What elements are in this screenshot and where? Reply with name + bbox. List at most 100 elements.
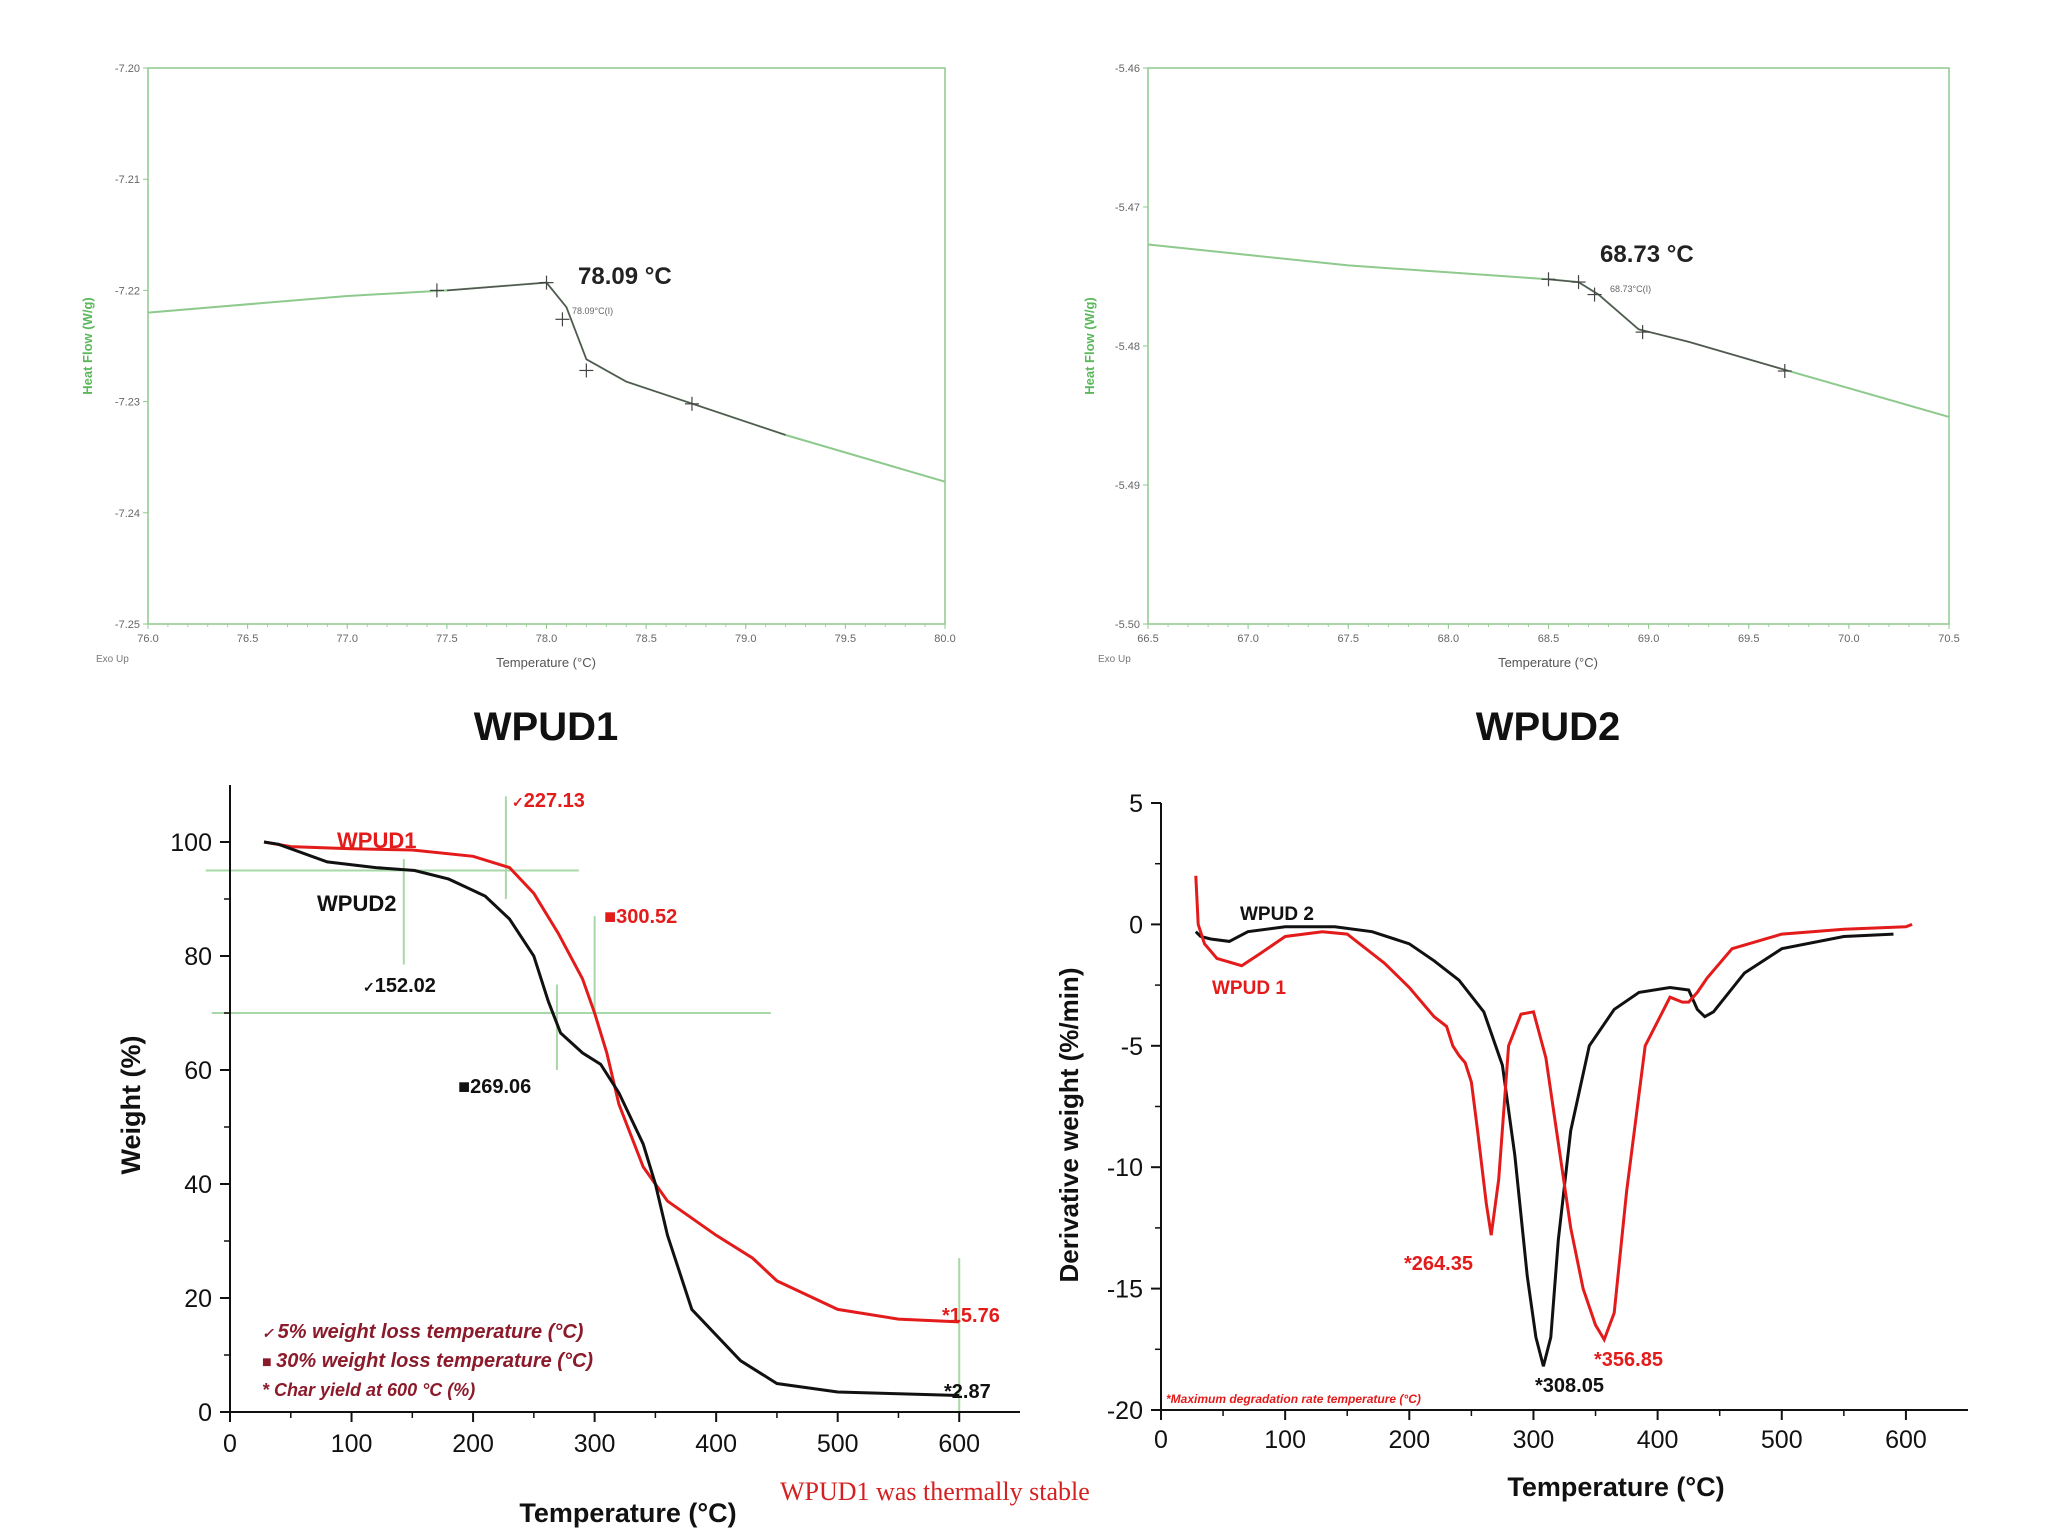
dtg-ytick-label: -10 [1107,1154,1143,1182]
square-icon: ■ [458,1076,470,1098]
tga-legend-wpud2: WPUD2 [317,891,396,916]
tga-wpud2-5pct-value: 152.02 [375,975,436,997]
tga-ytick-label: 20 [184,1285,212,1313]
tga-ylabel: Weight (%) [116,1036,146,1175]
dtg-key: *Maximum degradation rate temperature (°… [1166,1392,1421,1406]
dsc2-xtick-label: 70.0 [1838,633,1859,645]
dtg-xtick-label: 200 [1388,1426,1430,1454]
dsc-wpud2-chart: 66.5 67.0 67.5 68.0 68.5 69.0 69.5 70.0 70.5 -5.4… [1082,63,1960,670]
dtg-chart: 0 100 200 300 400 500 600 5 0 -5 -10 -15 -20 Derivat… [1054,790,1968,1502]
dsc2-ylabel: Heat Flow (W/g) [1082,297,1097,395]
dtg-peak-356: *356.85 [1594,1349,1663,1371]
dsc2-xtick-label: 66.5 [1137,633,1158,645]
square-icon: ■ [604,906,616,928]
check-icon: ✓ [512,794,524,810]
dsc1-xtick-label: 76.0 [137,633,158,645]
dsc1-heatflow-line [147,281,946,483]
tga-xlabel: Temperature (°C) [519,1498,736,1528]
tga-xtick-label: 0 [223,1430,237,1458]
dsc1-ytick-label: -7.23 [115,397,140,409]
dsc1-xtick-label: 77.0 [337,633,358,645]
tga-xtick-label: 100 [331,1430,373,1458]
dsc1-exo-label: Exo Up [96,654,129,665]
tga-chart: 0 100 200 300 400 500 600 0 20 40 60 80 100 Weight (… [116,785,1020,1528]
tga-key-5pct: ✓ 5% weight loss temperature (°C) [262,1321,584,1343]
tga-wpud1-char-label: *15.76 [942,1305,1000,1327]
dtg-peak-308: *308.05 [1535,1375,1604,1397]
dsc1-ytick-label: -7.21 [115,174,140,186]
tga-wpud1-5pct-label: ✓227.13 [512,790,585,812]
tga-xtick-label: 200 [452,1430,494,1458]
dtg-xtick-label: 600 [1885,1426,1927,1454]
dtg-peak-264: *264.35 [1404,1253,1473,1275]
dsc1-xtick-label: 77.5 [436,633,457,645]
dtg-series-wpud2 [1194,925,1894,1367]
dsc2-transition-line [1548,278,1790,372]
dtg-xtick-label: 300 [1513,1426,1555,1454]
dtg-ytick-label: -15 [1107,1276,1143,1304]
dsc2-xtick-label: 68.0 [1438,633,1459,645]
dsc2-exo-label: Exo Up [1098,654,1131,665]
tga-wpud2-30pct-label: ■269.06 [458,1076,531,1098]
tga-xtick-label: 500 [817,1430,859,1458]
dsc1-tg-small-label: 78.09°C(I) [572,306,613,316]
dtg-legend-wpud1: WPUD 1 [1212,978,1286,999]
tga-wpud1-30pct-label: ■300.52 [604,906,677,928]
dsc2-heatflow-line [1147,243,1950,418]
dsc1-xtick-label: 76.5 [237,633,258,645]
dtg-legend-wpud2: WPUD 2 [1240,904,1314,925]
tga-wpud2-30pct-value: 269.06 [470,1076,531,1098]
tga-key-5pct-text: 5% weight loss temperature (°C) [278,1321,584,1343]
dtg-ylabel: Derivative weight (%/min) [1054,968,1084,1283]
tga-key-char: * Char yield at 600 °C (%) [262,1380,475,1400]
dsc1-xtick-label: 79.5 [835,633,856,645]
tga-wpud1-30pct-value: 300.52 [616,906,677,928]
dsc2-xtick-label: 69.0 [1638,633,1659,645]
dsc1-ytick-label: -7.25 [115,619,140,631]
dtg-ytick-label: -20 [1107,1397,1143,1425]
dsc2-tg-small-label: 68.73°C(I) [1610,284,1651,294]
dsc1-plot-frame [147,67,946,625]
tga-wpud2-char-label: *2.87 [944,1381,991,1403]
dtg-xtick-label: 0 [1154,1426,1168,1454]
dsc1-ytick-label: -7.22 [115,285,140,297]
dsc2-xtick-label: 70.5 [1938,633,1959,645]
dsc1-xlabel: Temperature (°C) [496,655,596,670]
tga-key-30pct-text: 30% weight loss temperature (°C) [276,1350,593,1372]
dtg-xtick-label: 100 [1264,1426,1306,1454]
dsc1-xtick-label: 79.0 [735,633,756,645]
dsc1-tg-label: 78.09 °C [578,263,672,290]
dsc2-ytick-label: -5.46 [1115,63,1140,75]
dsc2-xtick-label: 67.0 [1237,633,1258,645]
dsc2-tg-label: 68.73 °C [1600,241,1694,268]
dsc1-transition-line [446,281,786,436]
dsc2-ytick-label: -5.50 [1115,619,1140,631]
dsc1-caption: WPUD1 [474,705,618,749]
dsc2-ytick-label: -5.49 [1115,480,1140,492]
dtg-ytick-label: 5 [1129,790,1143,818]
dsc1-ylabel: Heat Flow (W/g) [80,297,95,395]
dsc2-plot-frame [1147,67,1950,625]
dsc1-xtick-label: 80.0 [934,633,955,645]
tga-ytick-label: 40 [184,1171,212,1199]
dsc2-xtick-label: 69.5 [1738,633,1759,645]
dtg-xlabel: Temperature (°C) [1507,1472,1724,1502]
dtg-series-wpud1 [1194,875,1913,1344]
dsc2-xtick-label: 68.5 [1538,633,1559,645]
tga-legend-wpud1: WPUD1 [337,828,416,853]
dsc1-ytick-label: -7.20 [115,63,140,75]
tga-ytick-label: 60 [184,1057,212,1085]
square-icon: ■ [262,1354,276,1371]
check-icon: ✓ [262,1325,278,1341]
tga-xtick-label: 400 [695,1430,737,1458]
dtg-xtick-label: 400 [1637,1426,1679,1454]
tga-ytick-label: 80 [184,943,212,971]
dsc1-xtick-label: 78.5 [635,633,656,645]
tga-xtick-label: 600 [938,1430,980,1458]
dsc2-xlabel: Temperature (°C) [1498,655,1598,670]
dtg-xtick-label: 500 [1761,1426,1803,1454]
dsc2-ytick-label: -5.47 [1115,202,1140,214]
tga-key: ✓ 5% weight loss temperature (°C) ■ 30% … [262,1321,593,1400]
dsc-wpud1-chart: 76.0 76.5 77.0 77.5 78.0 78.5 79.0 79.5 80.0 -7.2… [80,63,956,670]
